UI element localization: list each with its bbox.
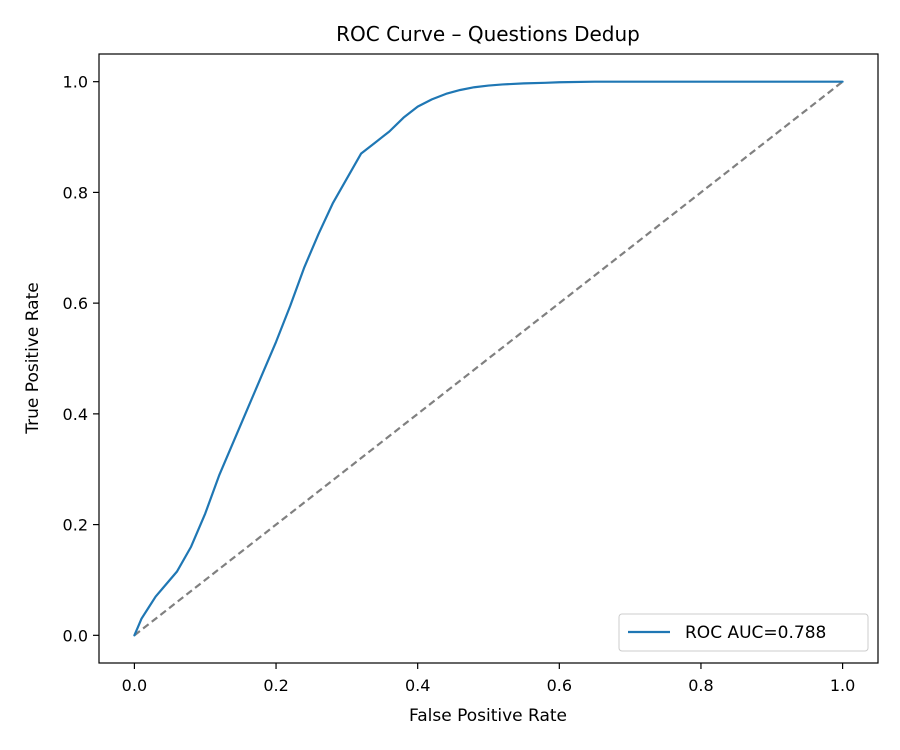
chance-diagonal-line	[133, 80, 844, 637]
y-tick-label: 1.0	[63, 73, 88, 92]
x-tick-label: 0.0	[122, 676, 147, 695]
plot-marks	[133, 80, 844, 637]
y-tick-label: 0.4	[63, 405, 88, 424]
y-tick-label: 0.2	[63, 516, 88, 535]
x-axis-label: False Positive Rate	[409, 706, 567, 726]
y-axis-ticks: 0.0 0.2 0.4 0.6 0.8 1.0	[63, 73, 99, 645]
y-tick-label: 0.6	[63, 294, 88, 313]
chart-title: ROC Curve – Questions Dedup	[336, 22, 640, 46]
x-tick-label: 0.6	[547, 676, 572, 695]
x-tick-label: 0.4	[405, 676, 430, 695]
legend-box	[618, 613, 869, 652]
legend: ROC AUC=0.788	[618, 613, 869, 652]
legend-label: ROC AUC=0.788	[685, 623, 826, 643]
y-tick-label: 0.8	[63, 183, 88, 202]
y-axis-label: True Positive Rate	[23, 282, 43, 434]
x-tick-label: 0.2	[263, 676, 288, 695]
x-tick-label: 1.0	[830, 676, 855, 695]
y-tick-label: 0.0	[63, 626, 88, 645]
x-axis-ticks: 0.0 0.2 0.4 0.6 0.8 1.0	[122, 663, 855, 695]
roc-curve-series-0	[133, 80, 844, 637]
x-tick-label: 0.8	[688, 676, 713, 695]
axes-frame	[98, 53, 879, 664]
